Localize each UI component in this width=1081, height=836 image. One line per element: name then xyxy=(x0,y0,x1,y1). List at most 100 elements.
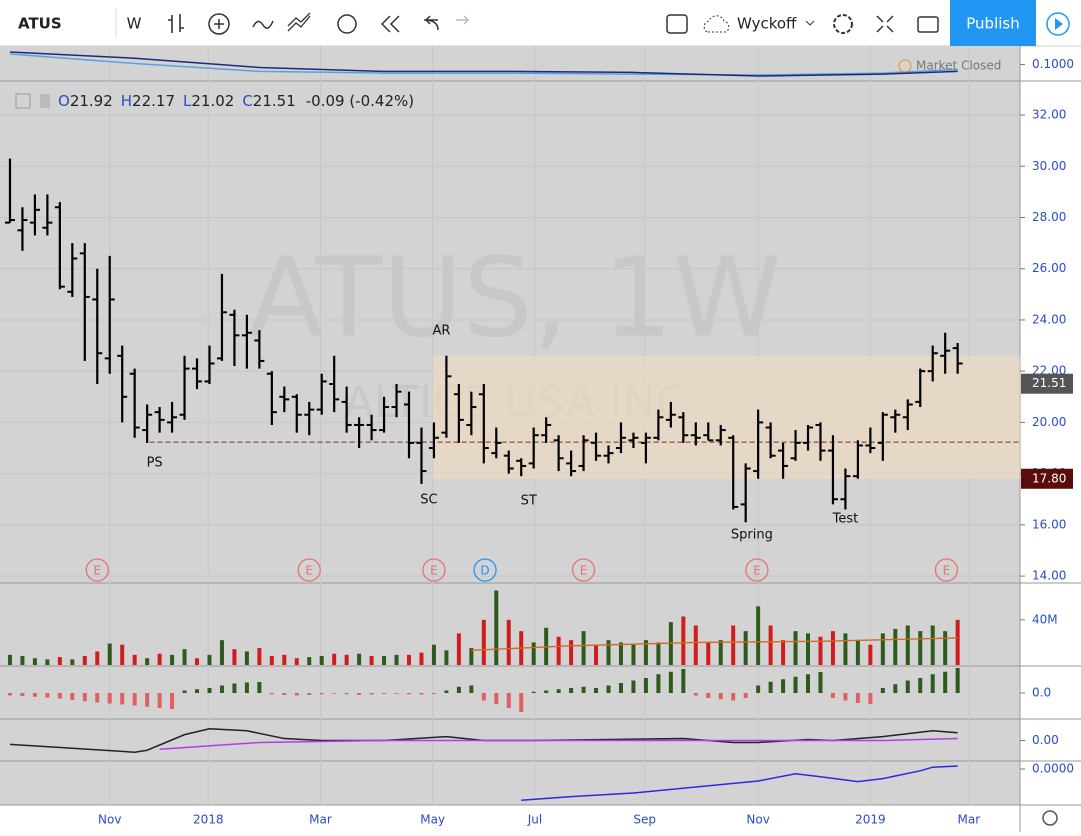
volume-bar xyxy=(731,625,736,665)
oscillator-bar xyxy=(681,669,686,693)
publish-button[interactable] xyxy=(950,0,1036,46)
oscillator-bar xyxy=(693,693,698,696)
volume-bar xyxy=(643,640,648,665)
oscillator-bar xyxy=(781,679,786,693)
oscillator-bar xyxy=(269,693,274,695)
y-tick-label: 28.00 xyxy=(1032,210,1066,224)
publish-label[interactable]: Publish xyxy=(966,15,1019,33)
template-name[interactable]: Wyckoff xyxy=(737,15,797,33)
oscillator-bar xyxy=(768,681,773,693)
event-marker xyxy=(473,558,497,582)
oscillator-bar xyxy=(905,680,910,693)
volume-bar xyxy=(170,654,175,665)
volume-bar xyxy=(244,651,249,665)
replay-icon[interactable] xyxy=(380,15,400,33)
oscillator-bar xyxy=(145,693,150,707)
oscillator-bar xyxy=(45,693,50,698)
dropdown-arrow[interactable] xyxy=(805,20,815,26)
volume-bar xyxy=(145,658,150,665)
range-low-label: 17.80 xyxy=(1032,471,1066,485)
oscillator-bar xyxy=(544,690,549,693)
play-button[interactable] xyxy=(1046,12,1070,36)
oscillator-bar xyxy=(57,693,62,699)
oscillator-bar xyxy=(419,693,424,695)
y-tick-label: 20.00 xyxy=(1032,415,1066,429)
oscillator-bar xyxy=(170,693,175,709)
alert-icon[interactable] xyxy=(337,14,357,34)
interval[interactable]: W xyxy=(127,15,142,33)
layout-icon[interactable] xyxy=(666,14,688,34)
compare-icon[interactable] xyxy=(252,20,274,29)
annotation: ST xyxy=(521,494,537,509)
fullscreen-icon[interactable] xyxy=(876,15,894,33)
oscillator-bar xyxy=(182,690,187,693)
legend-label: C xyxy=(242,92,252,110)
settings-icon[interactable] xyxy=(833,14,853,34)
event-label: D xyxy=(480,564,489,578)
volume-bar xyxy=(893,628,898,665)
volume-bar xyxy=(82,655,87,665)
bars-icon[interactable] xyxy=(168,14,184,33)
oscillator-bar xyxy=(806,674,811,693)
y-tick-label: 30.00 xyxy=(1032,159,1066,173)
trading-range xyxy=(432,355,1021,479)
annotation: Spring xyxy=(731,528,773,543)
oscillator-bar xyxy=(706,693,711,698)
legend-toggle[interactable] xyxy=(15,93,31,109)
volume-bar xyxy=(943,631,948,665)
strategy-icon[interactable] xyxy=(287,12,311,32)
event-label: E xyxy=(93,564,101,578)
snapshot-icon[interactable] xyxy=(917,16,939,33)
event-marker xyxy=(297,558,321,582)
oscillator-bar xyxy=(843,693,848,701)
oscillator-bar xyxy=(581,686,586,693)
legend-value: 22.17 xyxy=(132,92,175,110)
volume-bar xyxy=(382,655,387,665)
oscillator-bar xyxy=(618,683,623,693)
event-label: E xyxy=(753,564,761,578)
redo-icon[interactable] xyxy=(456,15,470,25)
volume-bar xyxy=(743,631,748,665)
x-tick-label: May xyxy=(420,813,445,827)
volume-bar xyxy=(955,619,960,665)
x-tick-label: 2018 xyxy=(193,813,224,827)
volume-bar xyxy=(868,644,873,665)
x-tick-label: Nov xyxy=(746,813,769,827)
y-tick-label: 26.00 xyxy=(1032,261,1066,275)
oscillator-bar xyxy=(469,685,474,693)
undo-icon[interactable] xyxy=(423,15,439,31)
ohlc-legend: O21.92 H22.17 L21.02 C21.51 -0.09 (-0.42%) xyxy=(58,92,414,110)
volume-bar xyxy=(531,642,536,665)
x-tick-label: Mar xyxy=(309,813,332,827)
oscillator-bar xyxy=(631,680,636,693)
oscillator-bar xyxy=(481,693,486,701)
legend-label: O xyxy=(58,92,70,110)
volume-bar xyxy=(506,619,511,665)
oscillator-bar xyxy=(382,693,387,694)
y-tick-label: 32.00 xyxy=(1032,108,1066,122)
legend-label: H xyxy=(121,92,132,110)
volume-bar xyxy=(7,654,12,665)
indicator-icon[interactable] xyxy=(208,13,230,35)
y-tick-label: 0.0000 xyxy=(1032,762,1074,776)
event-label: E xyxy=(305,564,313,578)
symbol[interactable]: ATUS xyxy=(18,15,62,33)
volume-bar xyxy=(905,625,910,665)
volume-bar xyxy=(793,631,798,665)
oscillator-bar xyxy=(668,671,673,693)
oscillator-bar xyxy=(95,693,100,703)
oscillator-bar xyxy=(456,686,461,693)
oscillator-bar xyxy=(195,689,200,693)
volume-bar xyxy=(20,655,25,665)
play-icon xyxy=(1055,18,1063,30)
x-tick-label: Sep xyxy=(633,813,656,827)
legend-change: -0.09 (-0.42%) xyxy=(306,92,414,110)
oscillator-bar xyxy=(731,693,736,701)
volume-bar xyxy=(32,658,37,665)
volume-bar xyxy=(95,651,100,665)
volume-bar xyxy=(768,625,773,665)
oscillator-bar xyxy=(444,690,449,693)
volume-bar xyxy=(718,640,723,665)
settings-gear[interactable] xyxy=(1042,810,1058,826)
volume-bar xyxy=(756,606,761,665)
